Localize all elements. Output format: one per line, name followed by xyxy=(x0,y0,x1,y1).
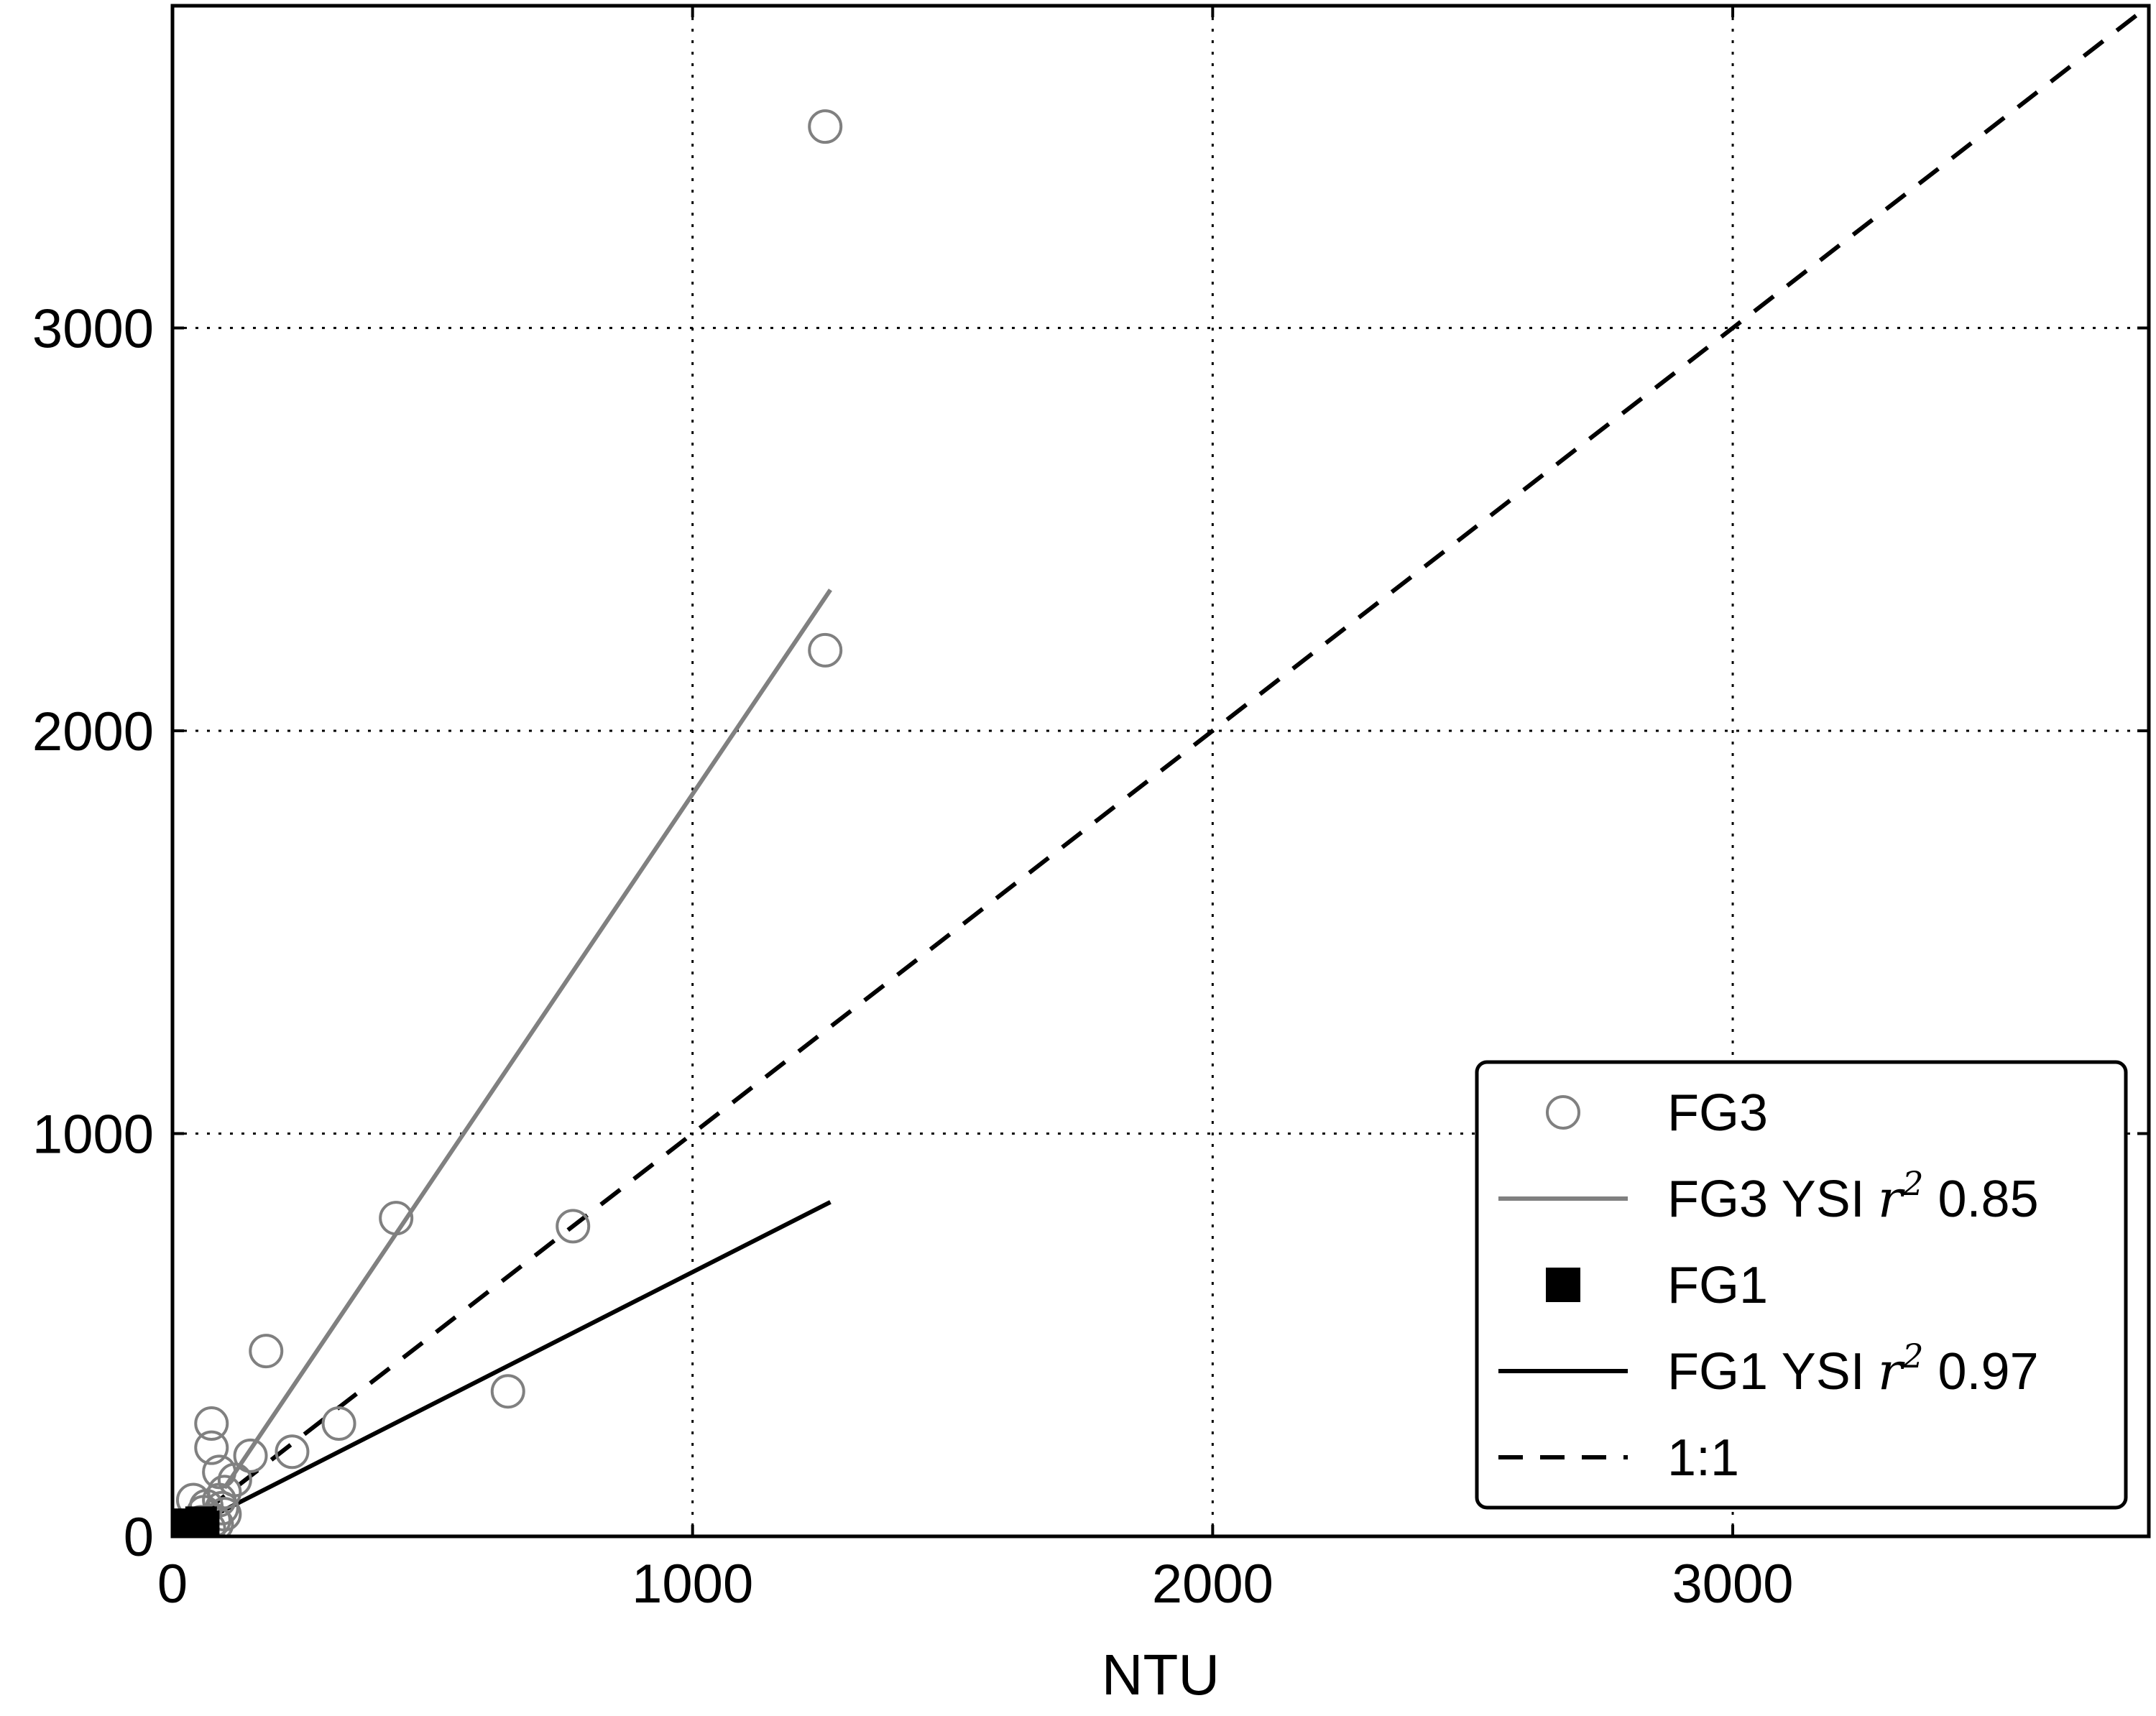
x-tick-label: 0 xyxy=(157,1554,188,1615)
fg1-point xyxy=(172,1516,204,1536)
legend-fg3-swatch xyxy=(1546,1095,1580,1130)
fg3-point xyxy=(194,1406,229,1441)
ticks xyxy=(171,6,2149,1538)
fg3-point xyxy=(249,1334,284,1369)
x-tick-label: 1000 xyxy=(632,1554,753,1615)
fg3-point xyxy=(321,1406,356,1441)
y-tick-label: 0 xyxy=(124,1507,154,1568)
y-tick-label: 2000 xyxy=(32,701,154,762)
x-tick-label: 2000 xyxy=(1152,1554,1273,1615)
legend-fg1-swatch xyxy=(1546,1268,1580,1302)
fit-lines xyxy=(172,6,2149,1536)
x-tick-label: 3000 xyxy=(1672,1554,1794,1615)
tick-labels: 0 1000 2000 3000 0 1000 2000 3000 xyxy=(32,298,1794,1615)
data-points xyxy=(172,109,843,1536)
fg1-ysi-line xyxy=(172,1200,831,1536)
fg3-point xyxy=(808,632,843,668)
fg3-point xyxy=(379,1201,414,1236)
legend-fg1-ysi-label: FG1 YSI r2 0.97 xyxy=(1667,1337,2039,1401)
fg3-point xyxy=(556,1209,591,1244)
fg3-point xyxy=(808,109,843,144)
x-axis-label: NTU xyxy=(1102,1643,1220,1707)
fg3-point xyxy=(275,1434,310,1470)
y-tick-label: 1000 xyxy=(32,1104,154,1165)
fg3-point xyxy=(490,1374,525,1409)
legend: FG3 FG3 YSI r2 0.85 FG1 FG1 YSI r2 0.97 1:1 xyxy=(1475,1060,2128,1510)
fg3-point xyxy=(194,1430,229,1465)
legend-box xyxy=(1475,1060,2128,1510)
legend-1-1-label: 1:1 xyxy=(1667,1429,1739,1487)
fg3-point xyxy=(202,1454,237,1490)
legend-fg3-label: FG3 xyxy=(1667,1084,1768,1142)
legend-fg1-label: FG1 xyxy=(1667,1257,1768,1314)
legend-fg3-ysi-label: FG3 YSI r2 0.85 xyxy=(1667,1164,2039,1229)
fg3-point xyxy=(233,1438,268,1473)
plot-frame xyxy=(170,4,2151,1539)
y-tick-label: 3000 xyxy=(32,298,154,359)
fg3-ysi-line xyxy=(222,589,832,1490)
